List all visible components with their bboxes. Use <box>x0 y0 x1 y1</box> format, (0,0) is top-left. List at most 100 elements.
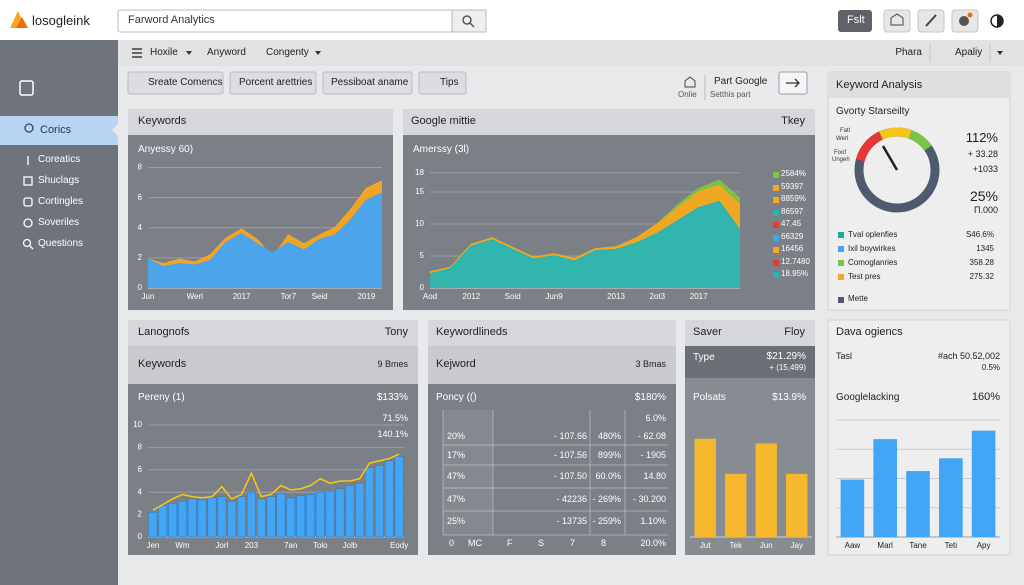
legend-label: 8859% <box>781 194 806 203</box>
nav-item[interactable]: Congenty <box>266 47 309 58</box>
panel-subheader <box>685 346 815 378</box>
bar <box>374 465 384 538</box>
sidebar-item[interactable]: Cortingles <box>38 196 84 207</box>
table-footer: 0 <box>449 538 455 548</box>
bar <box>694 438 716 537</box>
x-tick-label: Jun9 <box>545 292 563 301</box>
panel-subheader <box>428 346 676 384</box>
x-tick-label: Apy <box>977 541 991 550</box>
legend-label: Ixil boywirkes <box>848 244 896 253</box>
edit-button[interactable] <box>838 10 872 32</box>
toolbar-button[interactable]: Tips <box>440 77 459 88</box>
legend-swatch <box>773 234 779 241</box>
y-tick-label: 4 <box>138 487 143 496</box>
link-sub: Setthis part <box>710 90 751 99</box>
bar <box>306 494 315 538</box>
button-text[interactable]: Fslt <box>847 14 865 26</box>
table-footer: F <box>507 538 513 548</box>
menu-icon[interactable] <box>132 48 142 58</box>
toolbar-button[interactable]: Porcent arettries <box>239 77 313 88</box>
home-button[interactable] <box>883 9 911 33</box>
gauge-needle <box>881 145 899 171</box>
logo-icon <box>16 17 28 28</box>
chart-stat: $133% <box>376 392 408 403</box>
bar <box>197 499 207 538</box>
x-tick-label: Jay <box>791 541 803 550</box>
panel-title: Keywordlineds <box>436 326 508 338</box>
nav-item[interactable]: Anyword <box>207 47 246 58</box>
nav-item[interactable]: Phara <box>895 47 922 58</box>
y-tick-label: 18 <box>415 168 424 177</box>
panel-header <box>403 109 815 135</box>
legend-label: 47.45 <box>781 219 802 228</box>
x-tick-label: Tolo <box>313 541 328 550</box>
legend-label: 66329 <box>781 231 804 241</box>
y-tick-label: 0 <box>138 532 143 541</box>
chart-label: Amerssy (3l) <box>413 144 470 155</box>
x-tick-label: Werl <box>187 292 204 301</box>
line <box>429 184 741 273</box>
legend-swatch <box>773 172 779 178</box>
y-tick-label: 0 <box>420 283 425 292</box>
line <box>429 200 741 275</box>
sidebar-item[interactable]: Coreatics <box>38 154 81 165</box>
table-cell: 14.80 <box>643 471 666 481</box>
gauge-label: Foof <box>834 150 847 156</box>
arrow-icon <box>786 78 800 88</box>
search-button[interactable] <box>451 9 487 33</box>
legend-swatch <box>838 297 844 303</box>
bar <box>187 498 197 538</box>
y-tick-label: 2 <box>138 253 143 262</box>
y-tick-label: 8 <box>138 443 143 452</box>
active-pointer <box>112 124 118 136</box>
panel-title: Floy <box>784 326 805 338</box>
bar <box>938 458 963 537</box>
x-tick-label: Tor7 <box>281 292 297 301</box>
legend-swatch <box>773 222 779 228</box>
stat: Π.000 <box>973 205 998 215</box>
legend-label: 2584% <box>781 169 806 178</box>
table-cell: - 107.66 <box>553 431 587 441</box>
legend-swatch <box>773 197 779 203</box>
sidebar-item[interactable]: Corics <box>40 124 72 136</box>
legend-label: 59397 <box>781 181 804 191</box>
bar <box>325 490 335 538</box>
table-footer: 7 <box>570 538 576 548</box>
x-tick-label: Soid <box>505 292 521 301</box>
stat: $21.29% <box>766 351 806 362</box>
table-cell: - 42236 <box>556 494 587 504</box>
legend-label: 12.7480 <box>781 256 810 266</box>
legend-label: 18.95% <box>781 269 809 278</box>
chart-stat: 160% <box>971 391 1000 403</box>
legend-label: Test pres <box>848 272 881 281</box>
legend-swatch <box>838 232 844 238</box>
chart-stat: $13.9% <box>772 392 806 403</box>
line <box>152 453 400 511</box>
nav-item[interactable]: Hoxile <box>150 47 178 58</box>
x-tick-label: Aod <box>423 292 437 301</box>
sidebar-item[interactable]: Shuclags <box>38 175 80 186</box>
table-cell: 25% <box>447 516 466 526</box>
toolbar-button[interactable]: Pessiboat aname <box>331 77 409 88</box>
chart-stat: 71.5% <box>382 413 408 423</box>
nav-item[interactable]: Apaliy <box>955 47 983 58</box>
y-tick-label: 10 <box>415 219 424 228</box>
chart-label: Poncy (() <box>436 392 477 403</box>
chart-label: Googlelacking <box>836 392 900 403</box>
y-tick-label: 6 <box>138 465 143 474</box>
sidebar-item[interactable]: Questions <box>38 238 84 249</box>
x-tick-label: Aaw <box>845 541 861 550</box>
panel-title: Tkey <box>781 115 805 127</box>
toolbar-button[interactable]: Sreate Comencs <box>148 77 223 88</box>
legend-label: 86597 <box>781 206 804 216</box>
table-cell: - 107.50 <box>553 471 587 481</box>
sidebar-item[interactable]: Soveriles <box>38 217 80 228</box>
bar <box>207 497 217 538</box>
link-title[interactable]: Part Google <box>714 76 768 87</box>
table-footer: MC <box>468 538 482 548</box>
bar <box>755 443 777 537</box>
sidebar-active[interactable] <box>0 116 118 145</box>
y-tick-label: 0 <box>138 283 143 292</box>
table-cell: - 30.200 <box>632 494 666 504</box>
